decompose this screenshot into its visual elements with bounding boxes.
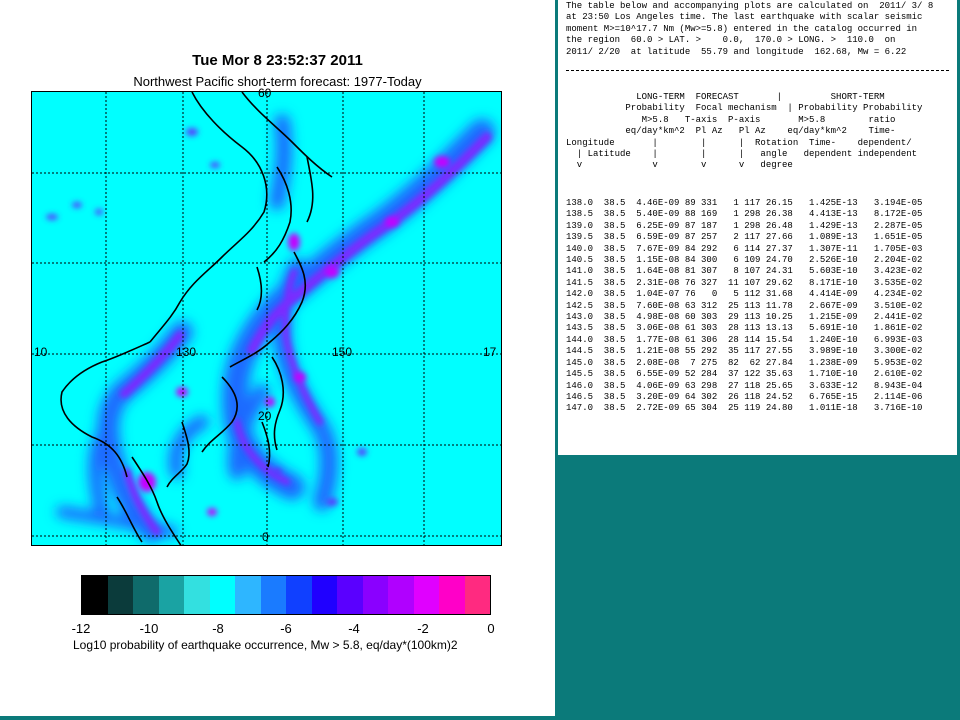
- grid-label-lat-0: 0: [262, 530, 269, 544]
- colorbar-swatch: [464, 576, 490, 614]
- colorbar-tick: -4: [348, 621, 360, 636]
- colorbar-swatch: [82, 576, 108, 614]
- colorbar-swatch: [209, 576, 235, 614]
- colorbar-swatch: [107, 576, 133, 614]
- grid-label-lon-150: 150: [332, 345, 353, 359]
- colorbar: [81, 575, 491, 615]
- table-row: 144.5 38.5 1.21E-08 55 292 35 117 27.55 …: [566, 346, 923, 357]
- colorbar-swatch: [337, 576, 363, 614]
- table-row: 145.0 38.5 2.08E-08 7 275 82 62 27.84 1.…: [566, 357, 923, 368]
- colorbar-swatch: [286, 576, 312, 614]
- table-row: 142.0 38.5 1.04E-07 76 0 5 112 31.68 4.4…: [566, 289, 923, 300]
- table-row: 139.0 38.5 6.25E-09 87 187 1 298 26.48 1…: [566, 220, 923, 231]
- table-row: 143.5 38.5 3.06E-08 61 303 28 113 13.13 …: [566, 323, 923, 334]
- forecast-table-header: LONG-TERM FORECAST | SHORT-TERM Probabil…: [566, 92, 923, 171]
- separator-line: [566, 70, 949, 71]
- colorbar-swatch: [413, 576, 439, 614]
- grid-label-lon-110: 10: [34, 345, 48, 359]
- colorbar-swatch: [439, 576, 465, 614]
- table-row: 141.0 38.5 1.64E-08 81 307 8 107 24.31 5…: [566, 266, 923, 277]
- table-row: 147.0 38.5 2.72E-09 65 304 25 119 24.80 …: [566, 403, 923, 414]
- colorbar-tick: -6: [280, 621, 292, 636]
- forecast-intro-text: The table below and accompanying plots a…: [566, 1, 934, 57]
- bottom-border: [0, 716, 555, 720]
- table-row: 141.5 38.5 2.31E-08 76 327 11 107 29.62 …: [566, 277, 923, 288]
- colorbar-swatch: [133, 576, 159, 614]
- map-subtitle: Northwest Pacific short-term forecast: 1…: [133, 74, 422, 89]
- colorbar-tick: -10: [139, 621, 159, 636]
- table-row: 139.5 38.5 6.59E-09 87 257 2 117 27.66 1…: [566, 232, 923, 243]
- grid-label-lat-60: 60: [258, 86, 272, 100]
- seismicity-core: [119, 132, 492, 536]
- grid-label-lon-130: 130: [176, 345, 197, 359]
- table-row: 140.5 38.5 1.15E-08 84 300 6 109 24.70 2…: [566, 255, 923, 266]
- table-row: 138.0 38.5 4.46E-09 89 331 1 117 26.15 1…: [566, 198, 923, 208]
- table-row: 138.5 38.5 5.40E-09 88 169 1 298 26.38 4…: [566, 209, 923, 220]
- colorbar-swatch: [158, 576, 184, 614]
- map-timestamp: Tue Mor 8 23:52:37 2011: [192, 52, 363, 69]
- colorbar-label: Log10 probability of earthquake occurren…: [73, 638, 458, 652]
- table-row: 146.0 38.5 4.06E-09 63 298 27 118 25.65 …: [566, 380, 923, 391]
- table-row: 144.0 38.5 1.77E-08 61 306 28 114 15.54 …: [566, 334, 923, 345]
- forecast-map-panel: Tue Mor 8 23:52:37 2011 Northwest Pacifi…: [0, 52, 555, 720]
- forecast-map: [31, 91, 502, 546]
- offshore-events: [46, 128, 367, 506]
- colorbar-swatch: [388, 576, 414, 614]
- grid-label-lon-170: 17: [483, 345, 497, 359]
- graticule: [32, 92, 501, 545]
- table-row: 146.5 38.5 3.20E-09 64 302 26 118 24.52 …: [566, 391, 923, 402]
- colorbar-tick: -12: [71, 621, 91, 636]
- coastlines: [60, 92, 333, 545]
- colorbar-tick: -2: [417, 621, 429, 636]
- table-row: 140.0 38.5 7.67E-09 84 292 6 114 27.37 1…: [566, 243, 923, 254]
- table-row: 143.0 38.5 4.98E-08 60 303 29 113 10.25 …: [566, 312, 923, 323]
- colorbar-swatch: [311, 576, 337, 614]
- forecast-table-body: 138.0 38.5 4.46E-09 89 331 1 117 26.15 1…: [566, 198, 922, 415]
- forecast-map-graphic: [32, 92, 501, 545]
- forecast-table-document: The table below and accompanying plots a…: [558, 0, 957, 455]
- table-row: 142.5 38.5 7.60E-08 63 312 25 113 11.78 …: [566, 300, 923, 311]
- colorbar-tick: 0: [487, 621, 495, 636]
- colorbar-swatch: [184, 576, 210, 614]
- colorbar-tick: -8: [212, 621, 224, 636]
- grid-label-lat-20: 20: [258, 409, 272, 423]
- table-row: 145.5 38.5 6.55E-09 52 284 37 122 35.63 …: [566, 369, 923, 380]
- colorbar-swatch: [235, 576, 261, 614]
- colorbar-swatch: [260, 576, 286, 614]
- colorbar-swatch: [362, 576, 388, 614]
